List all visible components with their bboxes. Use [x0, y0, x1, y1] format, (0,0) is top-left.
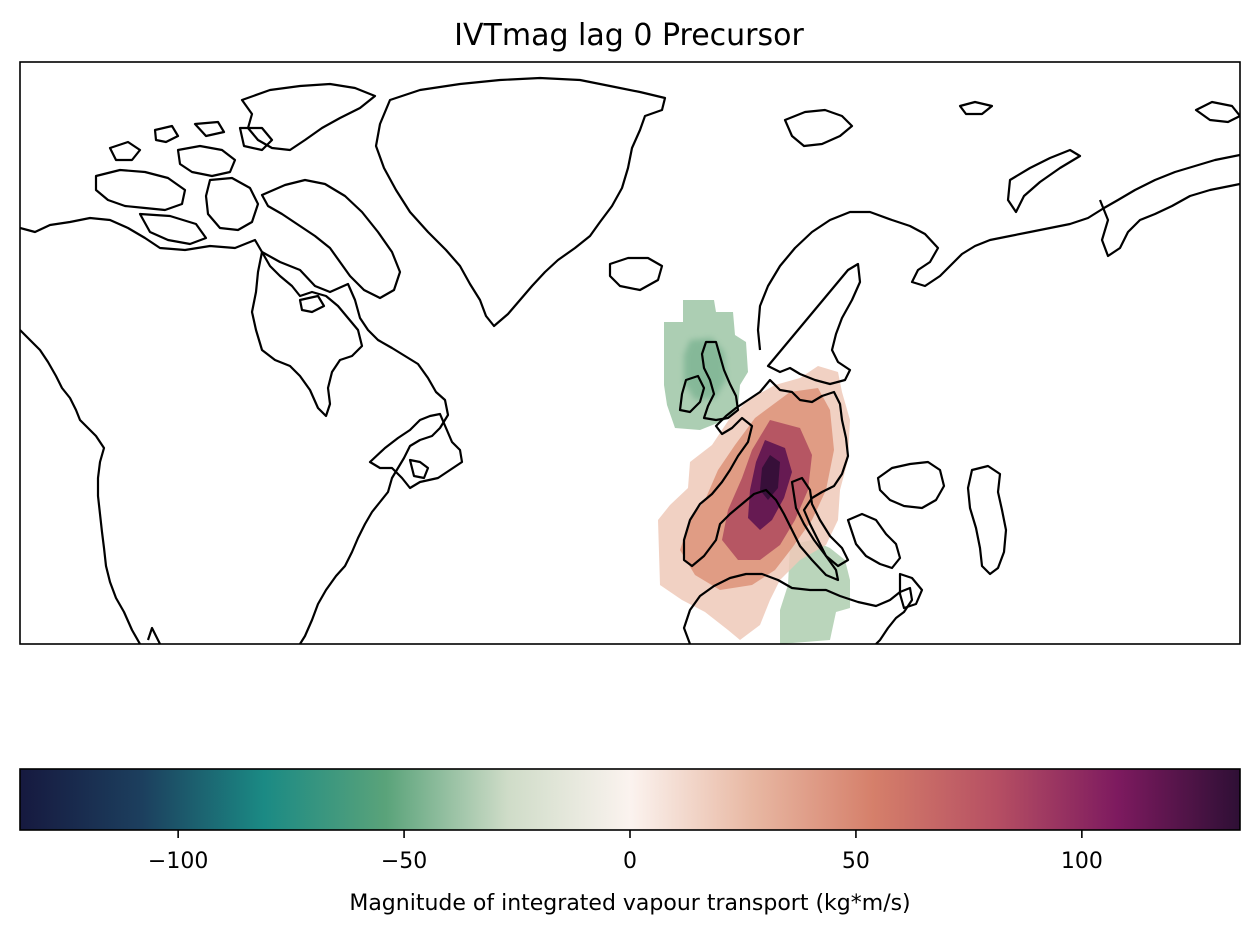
colorbar-ticks: −100 −50 0 50 100 [148, 830, 1103, 874]
coastline-island-8 [238, 126, 274, 152]
coastline-middle-east [898, 572, 924, 610]
coastline-franz-josef [958, 100, 994, 116]
map-background [20, 62, 1240, 644]
colorbar-tick-label: −100 [148, 849, 208, 874]
coastline-island-3 [204, 176, 260, 232]
colorbar-tick-label: 0 [623, 849, 637, 874]
coastline-black-sea [876, 460, 946, 510]
colorbar-fill [20, 769, 1240, 830]
coastline-caspian [966, 464, 1008, 576]
chart-title: IVTmag lag 0 Precursor [454, 18, 804, 53]
colorbar-tick-label: 100 [1061, 849, 1103, 874]
coastline-arctic-coast-east [1098, 182, 1240, 258]
coastline-labrador [368, 412, 464, 490]
coastline-island-5 [153, 124, 180, 144]
map-frame [19, 61, 1241, 645]
coastline-baffin-island [260, 178, 402, 300]
coastline-island-4 [108, 140, 142, 162]
coastline-iceland [608, 256, 664, 292]
coastline-africa [682, 572, 914, 644]
coastline-europe-mainland [682, 378, 850, 582]
coastline-island-2 [176, 144, 237, 178]
coastlines [20, 76, 1240, 644]
coastline-island-6 [193, 120, 226, 138]
coastline-newfoundland [408, 458, 430, 480]
coastline-severnaya [1194, 100, 1240, 124]
coastline-hudson-bay [250, 250, 364, 418]
coastline-island-9 [298, 294, 326, 314]
coastline-island-1 [94, 168, 187, 212]
coastline-ireland [678, 374, 706, 414]
map-panel [19, 61, 1241, 645]
coastline-balkans [846, 512, 902, 570]
coastline-eurasia [756, 153, 1240, 386]
coastline-ellesmere [240, 82, 377, 152]
coastline-italy [790, 476, 850, 568]
colorbar-tick-label: −50 [381, 849, 427, 874]
coastline-north-america [20, 216, 450, 644]
coastline-island-7 [138, 212, 208, 246]
coastline-svalbard [783, 108, 854, 148]
colorbar: −100 −50 0 50 100 Magnitude of integrated va… [19, 768, 1241, 916]
coastline-novaya-zemlya [1006, 148, 1082, 214]
coastline-greenland [374, 76, 667, 328]
colorbar-tick-label: 50 [842, 849, 870, 874]
anomaly-europe-max [760, 455, 780, 500]
colorbar-label: Magnitude of integrated vapour transport… [349, 891, 910, 916]
